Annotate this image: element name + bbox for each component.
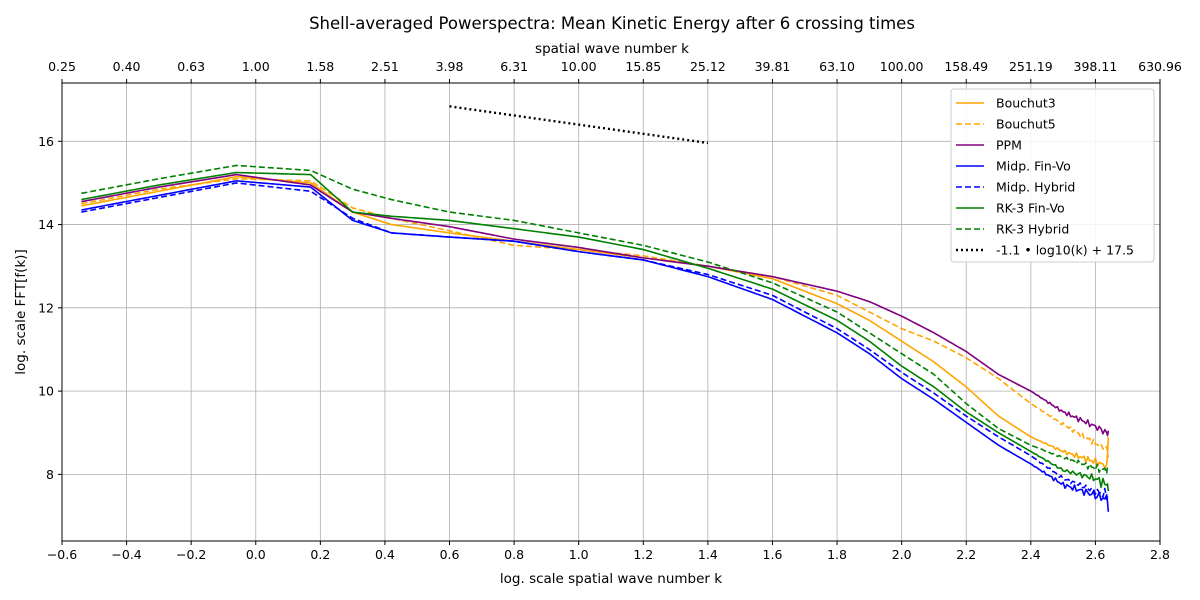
top-tick-label: 3.98 xyxy=(436,59,464,74)
top-x-axis: 0.25 0.40 0.63 1.00 1.58 2.51 3.98 6.31 10.00 15.… xyxy=(48,59,1182,83)
y-tick-label: 14 xyxy=(38,217,54,232)
x-axis-title: log. scale spatial wave number k xyxy=(500,571,722,587)
x-tick-label: 1.6 xyxy=(763,547,783,562)
grid-lines xyxy=(62,83,1160,541)
x-tick-label: 1.4 xyxy=(698,547,718,562)
x-tick-label: 0.0 xyxy=(246,547,266,562)
x-tick-label: 1.2 xyxy=(633,547,653,562)
series-line-6 xyxy=(81,164,1109,475)
x-tick-label: 1.0 xyxy=(569,547,589,562)
plot-frame xyxy=(61,82,1161,542)
x-tick-label: −0.2 xyxy=(176,547,206,562)
y-tick-label: 10 xyxy=(38,384,54,399)
y-axis: 8 10 12 14 16 xyxy=(38,134,62,482)
x-tick-label: 2.4 xyxy=(1021,547,1041,562)
legend-label: Bouchut5 xyxy=(996,117,1056,132)
legend-label: Midp. Hybrid xyxy=(996,180,1075,195)
legend: Bouchut3 Bouchut5 PPM Midp. Fin-Vo Midp. Hyb… xyxy=(950,88,1155,263)
top-tick-label: 39.81 xyxy=(755,59,791,74)
top-tick-label: 15.85 xyxy=(625,59,661,74)
top-tick-label: 63.10 xyxy=(819,59,855,74)
x-tick-label: 2.0 xyxy=(892,547,912,562)
x-tick-label: 2.2 xyxy=(956,547,976,562)
top-tick-label: 251.19 xyxy=(1009,59,1053,74)
top-tick-label: 2.51 xyxy=(371,59,399,74)
series-line-4 xyxy=(81,182,1110,501)
legend-label: RK-3 Fin-Vo xyxy=(996,201,1065,216)
top-tick-label: 6.31 xyxy=(500,59,528,74)
bottom-x-axis: −0.6 −0.4 −0.2 0.0 0.2 0.4 0.6 0.8 1.0 1.2 1.4 1.6 1… xyxy=(47,541,1170,562)
x-tick-label: 0.4 xyxy=(375,547,395,562)
x-tick-label: 0.8 xyxy=(504,547,524,562)
series-line-1 xyxy=(81,177,1110,458)
top-tick-label: 100.00 xyxy=(880,59,924,74)
top-tick-label: 158.49 xyxy=(944,59,988,74)
legend-label: Midp. Fin-Vo xyxy=(996,159,1071,174)
legend-label: RK-3 Hybrid xyxy=(996,222,1069,237)
chart-title: Shell-averaged Powerspectra: Mean Kineti… xyxy=(309,14,915,33)
top-tick-label: 1.00 xyxy=(242,59,270,74)
top-tick-label: 0.63 xyxy=(177,59,205,74)
y-axis-title: log. scale FFT[f(k)] xyxy=(13,249,29,374)
series-line-2 xyxy=(81,173,1110,437)
x-tick-label: 2.6 xyxy=(1085,547,1105,562)
x-tick-label: 2.8 xyxy=(1150,547,1170,562)
series-line-5 xyxy=(81,171,1110,492)
legend-label: PPM xyxy=(996,138,1022,153)
top-tick-label: 1.58 xyxy=(306,59,334,74)
x-tick-label: 0.6 xyxy=(440,547,460,562)
series-line-7 xyxy=(449,105,709,145)
top-tick-label: 10.00 xyxy=(561,59,597,74)
legend-label: Bouchut3 xyxy=(996,96,1056,111)
x-tick-label: −0.6 xyxy=(47,547,77,562)
y-tick-label: 8 xyxy=(46,467,54,482)
top-tick-label: 630.96 xyxy=(1138,59,1182,74)
top-tick-label: 0.25 xyxy=(48,59,76,74)
top-tick-label: 25.12 xyxy=(690,59,726,74)
top-tick-label: 0.40 xyxy=(113,59,141,74)
legend-box xyxy=(950,88,1155,263)
y-tick-label: 16 xyxy=(38,134,54,149)
legend-label: -1.1 • log10(k) + 17.5 xyxy=(996,243,1134,258)
top-x-axis-title: spatial wave number k xyxy=(535,41,689,57)
top-tick-label: 398.11 xyxy=(1074,59,1118,74)
y-tick-label: 12 xyxy=(38,300,54,315)
series-layer xyxy=(81,105,1110,512)
x-tick-label: 0.2 xyxy=(310,547,330,562)
x-tick-label: −0.4 xyxy=(111,547,141,562)
x-tick-label: 1.8 xyxy=(827,547,847,562)
